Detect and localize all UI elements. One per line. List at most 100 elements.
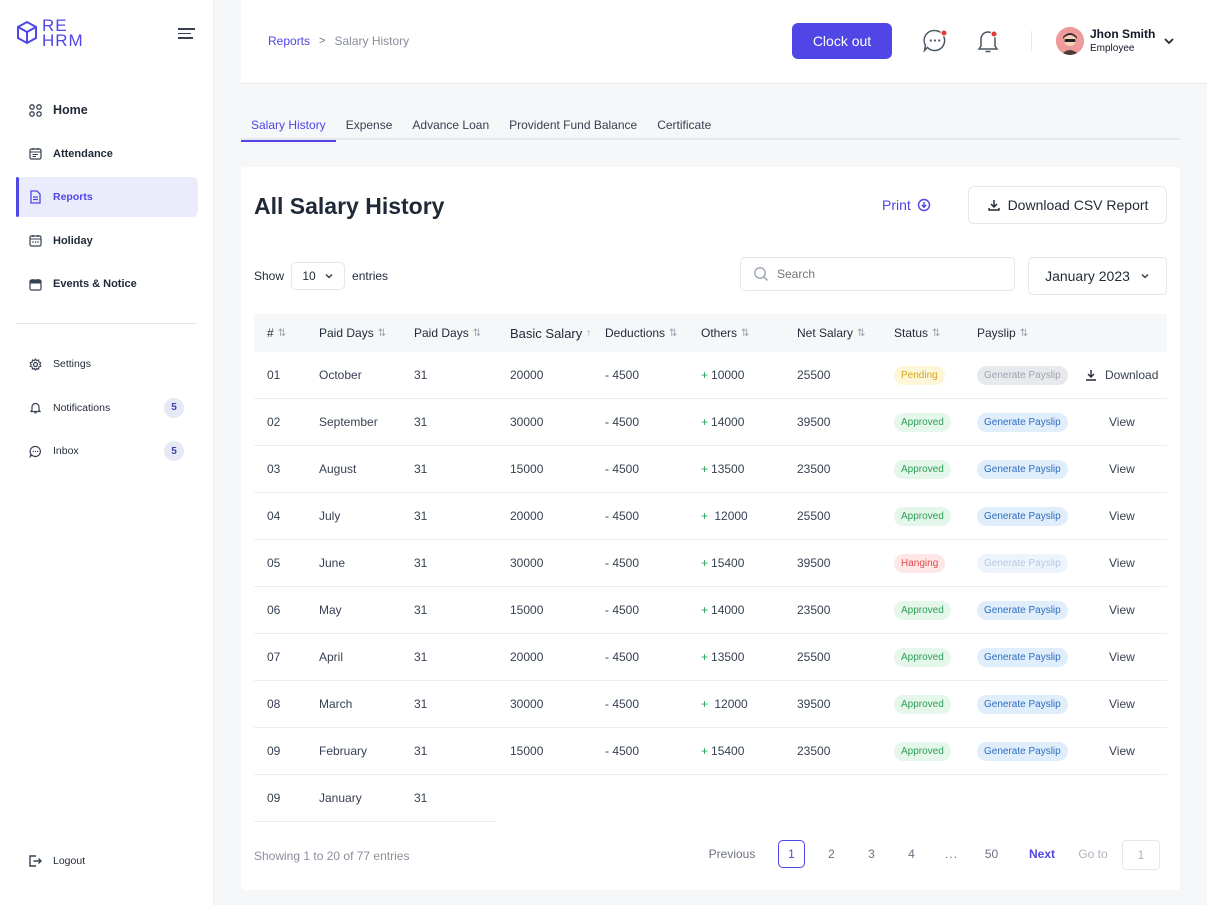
view-button[interactable]: View: [1109, 446, 1135, 492]
row-number: 06: [267, 603, 281, 617]
goto-page-input[interactable]: 1: [1122, 840, 1160, 870]
month-select[interactable]: January 2023: [1028, 257, 1167, 295]
generate-payslip-button[interactable]: Generate Payslip: [977, 647, 1068, 667]
row-others: +13500: [701, 634, 744, 680]
entries-summary: Showing 1 to 20 of 77 entries: [254, 849, 410, 863]
tab-advance-loan[interactable]: Advance Loan: [412, 118, 490, 132]
page-4-button[interactable]: 4: [908, 847, 915, 861]
generate-payslip-button[interactable]: Generate Payslip: [977, 365, 1068, 385]
view-button[interactable]: View: [1109, 540, 1135, 586]
row-payslip: Generate Payslip: [977, 634, 1068, 680]
avatar[interactable]: [1056, 27, 1084, 55]
download-button[interactable]: Download: [1084, 352, 1158, 398]
entries-control: Show 10 entries: [254, 262, 388, 290]
generate-payslip-button[interactable]: Generate Payslip: [977, 694, 1068, 714]
row-paid-days: 31: [414, 697, 428, 711]
row-paid-days: 31: [414, 650, 428, 664]
sidebar-item-notifications[interactable]: Notifications 5: [16, 388, 198, 428]
table-row: 04 July 31 20000 - 4500 + 12000 25500 Approved G…: [254, 493, 1167, 540]
page-3-button[interactable]: 3: [868, 847, 875, 861]
row-payslip: Generate Payslip: [977, 681, 1068, 727]
previous-page-button[interactable]: Previous: [708, 847, 756, 861]
chevron-down-icon: [325, 273, 333, 279]
tab-certificate[interactable]: Certificate: [657, 118, 712, 132]
row-deductions: - 4500: [605, 556, 640, 570]
print-button[interactable]: Print: [882, 197, 931, 213]
page-2-button[interactable]: 2: [828, 847, 835, 861]
status-badge: Approved: [894, 600, 951, 620]
sort-icon: ⇅: [669, 327, 678, 339]
print-label: Print: [882, 197, 911, 213]
col-label: Deductions: [605, 326, 666, 340]
row-number: 02: [267, 415, 281, 429]
action-label: View: [1109, 415, 1135, 429]
col-number[interactable]: # ⇅: [267, 314, 286, 352]
status-badge: Approved: [894, 459, 951, 479]
row-status: Pending: [894, 352, 945, 398]
sidebar-item-reports[interactable]: Reports: [16, 177, 198, 217]
user-name[interactable]: Jhon Smith: [1090, 27, 1156, 41]
breadcrumb-separator: >: [319, 35, 326, 47]
col-basic-salary[interactable]: Basic Salary ↑: [510, 314, 591, 352]
col-payslip[interactable]: Payslip ⇅: [977, 314, 1028, 352]
col-others[interactable]: Others ⇅: [701, 314, 749, 352]
view-button[interactable]: View: [1109, 399, 1135, 445]
logout-button[interactable]: Logout: [28, 854, 85, 868]
logo[interactable]: RE HRM: [16, 17, 84, 49]
sort-up-icon: ↑: [586, 327, 592, 339]
sidebar-item-settings[interactable]: Settings: [16, 344, 198, 384]
col-net-salary[interactable]: Net Salary ⇅: [797, 314, 865, 352]
entries-select[interactable]: 10: [291, 262, 346, 290]
next-page-button[interactable]: Next: [1028, 847, 1055, 861]
others-value: 14000: [711, 415, 745, 429]
clock-out-button[interactable]: Clock out: [792, 23, 892, 59]
messages-button[interactable]: [922, 27, 950, 55]
view-button[interactable]: View: [1109, 681, 1135, 727]
download-csv-button[interactable]: Download CSV Report: [968, 186, 1167, 224]
view-button[interactable]: View: [1109, 493, 1135, 539]
generate-payslip-button[interactable]: Generate Payslip: [977, 459, 1068, 479]
month-value: January 2023: [1045, 268, 1130, 284]
sidebar-item-events-notice[interactable]: Events & Notice: [16, 264, 198, 304]
generate-payslip-button[interactable]: Generate Payslip: [977, 741, 1068, 761]
grid-icon: [28, 103, 42, 117]
sidebar-item-inbox[interactable]: Inbox 5: [16, 431, 198, 471]
generate-payslip-button[interactable]: Generate Payslip: [977, 600, 1068, 620]
col-month[interactable]: Paid Days ⇅: [319, 314, 386, 352]
tab-expense[interactable]: Expense: [345, 118, 393, 132]
row-net-salary: 23500: [797, 744, 831, 758]
view-button[interactable]: View: [1109, 634, 1135, 680]
sidebar-item-attendance[interactable]: Attendance: [16, 134, 198, 174]
col-paid-days[interactable]: Paid Days ⇅: [414, 314, 481, 352]
others-value: 13500: [711, 650, 745, 664]
notifications-button[interactable]: [974, 27, 1002, 55]
page-50-button[interactable]: 50: [984, 847, 999, 861]
row-basic-salary: 20000: [510, 509, 544, 523]
row-paid-days: 31: [414, 509, 428, 523]
generate-payslip-button[interactable]: Generate Payslip: [977, 553, 1068, 573]
tab-provident-fund-balance[interactable]: Provident Fund Balance: [509, 118, 638, 132]
col-deductions[interactable]: Deductions ⇅: [605, 314, 677, 352]
chat-icon: [923, 29, 948, 53]
logo-text: RE HRM: [42, 17, 84, 49]
row-payslip: Generate Payslip: [977, 728, 1068, 774]
tab-salary-history[interactable]: Salary History: [241, 114, 336, 142]
breadcrumb-reports-link[interactable]: Reports: [268, 34, 311, 48]
action-label: View: [1109, 744, 1135, 758]
plus-sign: +: [701, 509, 709, 523]
col-status[interactable]: Status ⇅: [894, 314, 940, 352]
menu-toggle-icon[interactable]: [178, 28, 195, 42]
view-button[interactable]: View: [1109, 728, 1135, 774]
search-input[interactable]: [777, 267, 997, 281]
generate-payslip-button[interactable]: Generate Payslip: [977, 506, 1068, 526]
plus-sign: +: [701, 697, 709, 711]
col-label: Net Salary: [797, 326, 854, 340]
sort-icon: ⇅: [932, 327, 941, 339]
sidebar-item-home[interactable]: Home: [16, 90, 198, 130]
row-payslip: Generate Payslip: [977, 352, 1068, 398]
page-1-button[interactable]: 1: [778, 840, 805, 868]
user-menu-chevron-down-icon[interactable]: [1162, 34, 1176, 53]
sidebar-item-holiday[interactable]: Holiday: [16, 221, 198, 261]
view-button[interactable]: View: [1109, 587, 1135, 633]
generate-payslip-button[interactable]: Generate Payslip: [977, 412, 1068, 432]
